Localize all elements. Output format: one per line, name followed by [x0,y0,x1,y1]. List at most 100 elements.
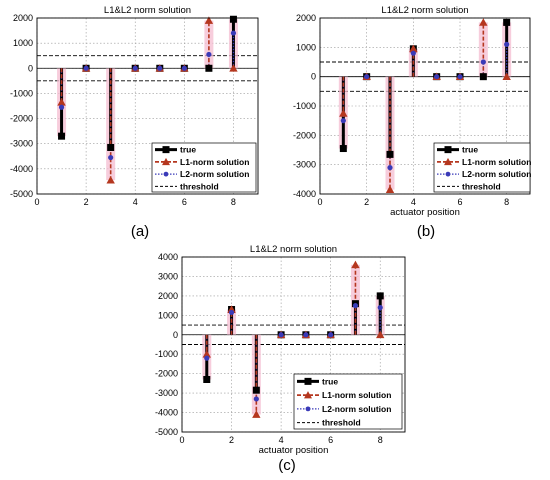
true-marker [386,150,394,158]
l2-marker [206,51,212,58]
stem-halo [204,20,214,69]
l1-marker [202,350,211,358]
stem-halo [350,264,360,335]
chart-panel-3: L1&L2 norm solution actuator position 0 2 4 6… [155,244,406,456]
true-marker [479,73,487,81]
x-tick-label: 2 [84,197,89,207]
legend-label: L2-norm solution [322,404,391,414]
x-tick-label: 2 [364,197,369,207]
y-tick-label: 2000 [296,13,316,23]
caption-b: (b) [417,223,435,240]
true-marker [229,15,237,23]
x-tick-label: 6 [328,435,333,445]
l2-marker [303,332,309,338]
axes-frame [319,17,531,195]
legend-label: true [322,376,338,386]
legend-marker-true [304,377,312,385]
l1-marker [339,109,348,117]
l2-marker [410,50,416,56]
y-tick-label: -1000 [10,88,33,98]
l1-marker [385,185,395,193]
l2-marker [504,41,510,48]
x-tick-label: 6 [457,197,462,207]
x-tick-label: 0 [317,197,322,207]
legend-marker-l2 [305,406,311,412]
true-marker [376,292,384,300]
y-tick-label: -2000 [293,130,316,140]
l1-marker [57,98,66,106]
legend: true L1-norm solution L2-norm solution thre… [433,142,531,193]
legend-label: threshold [462,181,501,191]
true-marker [205,64,213,72]
x-axis-label: actuator position [390,207,460,218]
l2-marker [132,65,138,71]
l2-marker [253,396,259,402]
x-tick-label: 4 [279,435,284,445]
l2-marker [387,165,393,171]
legend-marker-l1 [304,391,312,399]
l2-marker [278,332,284,338]
l2-marker [83,65,89,71]
y-tick-label: 1000 [158,310,178,320]
x-tick-label: 8 [378,435,383,445]
l1-marker [502,72,511,81]
l2-marker [340,118,346,124]
true-marker [503,18,511,26]
y-tick-label: -4000 [10,164,33,174]
x-tick-label: 4 [133,197,138,207]
chart-title: L1&L2 norm solution [381,5,468,16]
y-tick-label: -5000 [10,189,33,199]
y-tick-label: -4000 [293,189,316,199]
legend-label: true [462,145,478,155]
l2-marker [328,332,334,338]
axes-frame [36,17,259,195]
l2-marker [181,65,187,71]
l2-marker [352,303,359,309]
legend-label: L2-norm solution [462,169,531,179]
y-tick-label: 2000 [158,291,178,301]
l1-marker [351,260,360,269]
y-tick-label: 1000 [296,42,316,52]
y-tick-label: 4000 [158,252,178,262]
legend-marker-l2 [445,171,451,177]
y-tick-label: -1000 [293,101,316,111]
legend-label: L1-norm solution [462,157,531,167]
y-tick-label: -3000 [155,388,178,398]
y-tick-label: 0 [28,63,33,73]
x-axis-label: actuator position [259,445,329,456]
y-tick-label: -2000 [155,369,178,379]
x-tick-label: 4 [411,197,416,207]
l2-marker [457,74,463,80]
l2-marker [204,355,210,361]
l1-marker [252,410,261,418]
x-tick-label: 8 [231,197,236,207]
true-marker [107,143,115,151]
l1-marker [229,64,238,72]
legend-label: L2-norm solution [180,169,249,179]
l1-marker [479,18,488,26]
true-marker [252,386,260,394]
legend-marker-l1 [444,157,452,166]
legend-box [293,373,403,430]
caption-c: (c) [278,457,296,474]
legend: true L1-norm solution L2-norm solution thre… [293,373,403,430]
x-tick-label: 0 [179,435,184,445]
y-tick-label: 0 [173,330,178,340]
legend-label: L1-norm solution [322,390,391,400]
y-tick-label: -2000 [10,114,33,124]
legend-label: threshold [180,181,219,191]
y-tick-label: -4000 [155,408,178,418]
legend-label: L1-norm solution [180,157,249,167]
x-tick-label: 6 [182,197,187,207]
l2-marker [364,74,370,80]
l2-marker [228,309,235,316]
l1-marker [106,175,115,184]
y-tick-label: -1000 [155,349,178,359]
y-tick-label: 0 [311,72,316,82]
l2-marker [434,74,440,80]
caption-a: (a) [131,223,149,240]
y-tick-label: -3000 [293,160,316,170]
legend: true L1-norm solution L2-norm solution thre… [151,142,257,193]
axes-frame [181,256,406,433]
